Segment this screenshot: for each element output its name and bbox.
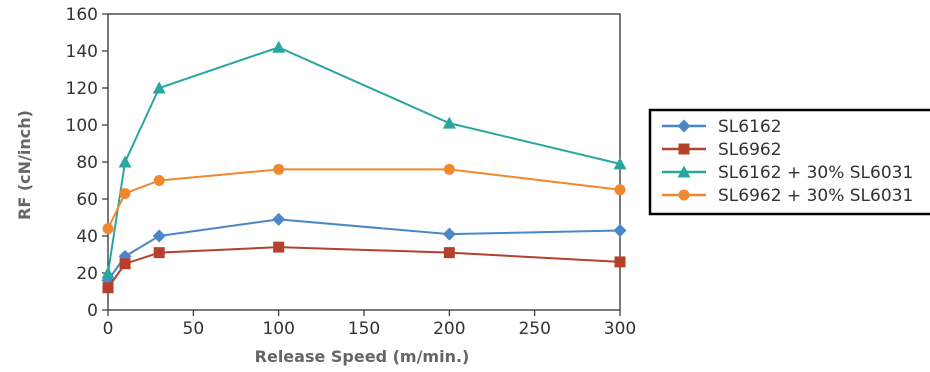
legend-label: SL6162 + 30% SL6031 bbox=[718, 163, 913, 183]
data-point bbox=[273, 163, 285, 175]
y-tick-label: 140 bbox=[66, 42, 98, 62]
data-point bbox=[613, 157, 627, 170]
x-tick-label: 50 bbox=[183, 319, 205, 339]
legend-marker bbox=[677, 165, 691, 178]
legend: SL6162 SL6962 SL6162 + 30% SL6031 SL6962 + … bbox=[648, 108, 930, 216]
data-point bbox=[442, 116, 456, 129]
y-tick-label: 120 bbox=[66, 79, 98, 99]
legend-label: SL6962 bbox=[718, 140, 782, 160]
data-point bbox=[118, 155, 132, 168]
data-point bbox=[153, 247, 165, 259]
legend-marker bbox=[678, 143, 690, 155]
y-tick-label: 0 bbox=[87, 301, 98, 321]
data-point bbox=[153, 175, 165, 186]
legend-label: SL6962 + 30% SL6031 bbox=[718, 186, 913, 206]
data-point bbox=[272, 212, 286, 226]
data-point bbox=[273, 241, 285, 253]
legend-marker bbox=[678, 189, 690, 201]
y-tick-label: 80 bbox=[76, 153, 98, 173]
y-tick-label: 160 bbox=[66, 5, 98, 25]
data-point bbox=[442, 227, 456, 241]
legend-label: SL6162 bbox=[718, 117, 782, 137]
data-point bbox=[119, 258, 131, 270]
x-tick-label: 250 bbox=[518, 319, 550, 339]
data-point bbox=[443, 163, 455, 175]
data-point bbox=[614, 184, 626, 196]
y-tick-label: 100 bbox=[66, 116, 98, 136]
x-tick-label: 300 bbox=[604, 319, 636, 339]
series-sl6962-30-sl6031 bbox=[102, 163, 626, 235]
y-tick-label: 40 bbox=[76, 227, 98, 247]
plot-area bbox=[107, 13, 621, 311]
series-line bbox=[107, 246, 621, 289]
x-tick-label: 0 bbox=[103, 319, 114, 339]
series-line bbox=[107, 46, 621, 274]
data-point bbox=[102, 223, 114, 235]
data-point bbox=[272, 40, 286, 53]
data-point bbox=[102, 282, 114, 294]
legend-box bbox=[648, 108, 930, 216]
data-point bbox=[152, 229, 166, 243]
y-tick-label: 20 bbox=[76, 264, 98, 284]
data-point bbox=[101, 266, 115, 279]
series-line bbox=[107, 168, 621, 230]
series-sl6962 bbox=[102, 241, 626, 294]
y-axis-title: RF (cN/inch) bbox=[15, 110, 34, 220]
series-sl6162-30-sl6031 bbox=[101, 40, 627, 279]
data-point bbox=[614, 256, 626, 268]
x-axis-title: Release Speed (m/min.) bbox=[255, 347, 470, 366]
data-point bbox=[613, 223, 627, 237]
x-tick-label: 150 bbox=[348, 319, 380, 339]
y-tick-label: 60 bbox=[76, 190, 98, 210]
x-tick-label: 100 bbox=[262, 319, 294, 339]
data-point bbox=[152, 81, 166, 94]
data-point bbox=[443, 247, 455, 259]
x-tick-label: 200 bbox=[433, 319, 465, 339]
data-point bbox=[119, 187, 131, 199]
legend-marker bbox=[677, 119, 691, 133]
